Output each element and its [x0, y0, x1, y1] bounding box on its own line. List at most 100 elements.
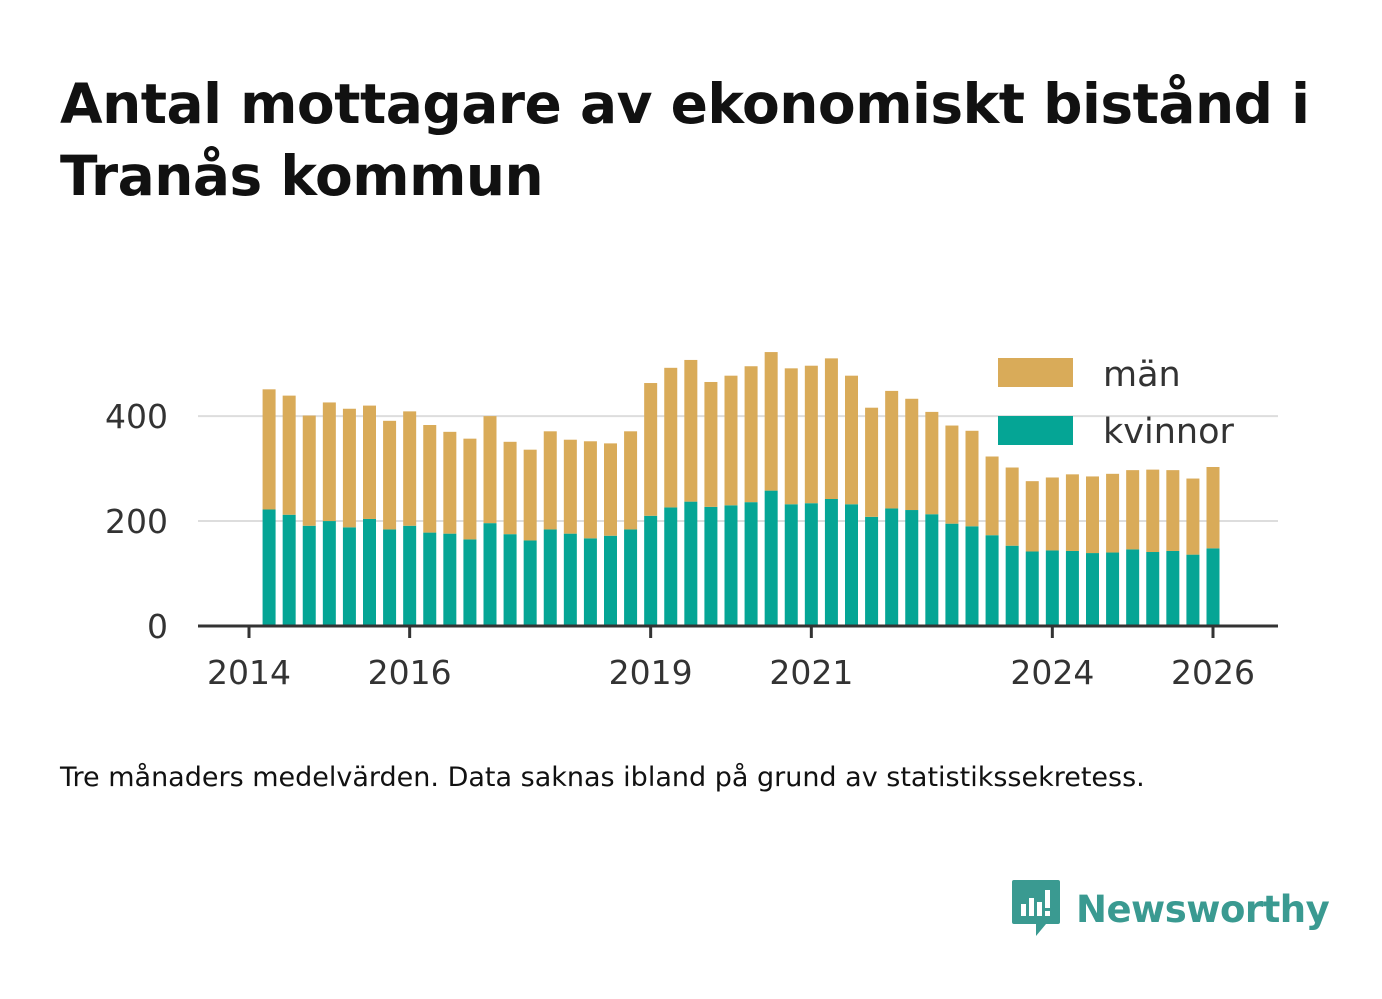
x-tick-label-2026: 2026 — [1171, 653, 1255, 692]
bar-man-42 — [1106, 473, 1120, 553]
bar-kvinnor-23 — [724, 505, 738, 626]
bar-man-35 — [965, 430, 979, 527]
bar-man-8 — [423, 425, 437, 533]
bar-man-27 — [804, 365, 818, 504]
bar-kvinnor-30 — [865, 516, 879, 626]
x-tick-label-2024: 2024 — [1010, 653, 1094, 692]
bar-man-47 — [1206, 466, 1220, 549]
y-tick-label-400: 400 — [105, 397, 168, 436]
bar-man-29 — [845, 375, 858, 505]
bar-man-24 — [744, 366, 758, 503]
bar-man-15 — [563, 439, 577, 534]
bar-kvinnor-13 — [523, 540, 537, 626]
bar-kvinnor-22 — [704, 506, 718, 626]
bar-man-23 — [724, 375, 738, 506]
bar-kvinnor-42 — [1106, 552, 1120, 626]
bar-man-18 — [624, 431, 638, 530]
bar-kvinnor-5 — [363, 518, 376, 626]
bar-man-25 — [764, 352, 778, 491]
bar-kvinnor-19 — [644, 515, 658, 626]
bar-kvinnor-7 — [403, 525, 417, 626]
bar-kvinnor-10 — [463, 539, 477, 626]
bar-group — [262, 352, 1220, 626]
legend-swatch-kvinnor — [998, 416, 1073, 445]
bar-man-28 — [824, 358, 838, 500]
legend-swatch-man — [998, 358, 1073, 387]
bar-kvinnor-16 — [583, 538, 597, 626]
bar-kvinnor-36 — [985, 535, 999, 626]
bar-kvinnor-9 — [443, 533, 457, 626]
bar-kvinnor-17 — [604, 535, 617, 626]
bar-man-33 — [925, 411, 939, 515]
bar-kvinnor-35 — [965, 526, 979, 626]
bar-man-3 — [322, 402, 336, 522]
bar-man-26 — [784, 368, 798, 505]
x-tick-label-2014: 2014 — [207, 653, 291, 692]
bar-man-11 — [483, 416, 497, 524]
bar-man-46 — [1186, 478, 1200, 555]
bar-kvinnor-11 — [483, 523, 497, 626]
bar-man-41 — [1086, 476, 1099, 554]
legend-label-man: män — [1103, 355, 1181, 395]
bar-man-45 — [1166, 470, 1180, 551]
bar-kvinnor-43 — [1126, 549, 1140, 626]
bar-kvinnor-18 — [624, 529, 638, 626]
bar-kvinnor-33 — [925, 514, 939, 626]
axes: 0 200 400 2014 2016 2019 2021 2024 2026 — [105, 397, 1278, 692]
bar-kvinnor-37 — [1005, 545, 1019, 626]
x-tick-label-2021: 2021 — [769, 653, 853, 692]
bar-man-17 — [604, 443, 617, 536]
x-tick-label-2019: 2019 — [609, 653, 693, 692]
bar-kvinnor-29 — [845, 504, 858, 626]
bar-kvinnor-15 — [563, 533, 577, 626]
brand-logo: Newsworthy — [1010, 878, 1330, 940]
x-tick-label-2016: 2016 — [368, 653, 452, 692]
bar-man-20 — [664, 367, 678, 508]
bar-man-12 — [503, 441, 517, 535]
bar-kvinnor-44 — [1146, 552, 1160, 626]
bar-kvinnor-34 — [945, 523, 959, 626]
bar-kvinnor-8 — [423, 532, 437, 626]
y-tick-label-200: 200 — [105, 502, 168, 541]
bar-man-0 — [262, 389, 276, 510]
bar-man-40 — [1065, 474, 1079, 551]
bar-man-39 — [1045, 477, 1059, 551]
bar-man-30 — [865, 407, 879, 517]
bar-man-14 — [543, 431, 557, 530]
bar-kvinnor-28 — [824, 499, 838, 626]
y-tick-label-0: 0 — [147, 607, 168, 646]
brand-name: Newsworthy — [1076, 887, 1330, 931]
bar-man-1 — [282, 395, 296, 515]
bar-man-22 — [704, 381, 718, 507]
bar-man-13 — [523, 449, 537, 541]
legend: män kvinnor — [998, 355, 1234, 452]
bar-kvinnor-27 — [804, 503, 818, 626]
bar-man-31 — [885, 390, 899, 509]
bar-man-32 — [905, 398, 919, 511]
bar-man-44 — [1146, 469, 1160, 553]
bar-man-37 — [1005, 467, 1019, 546]
bar-kvinnor-24 — [744, 502, 758, 626]
bar-man-43 — [1126, 470, 1140, 550]
newsworthy-logo-icon — [1012, 880, 1060, 936]
bar-kvinnor-38 — [1025, 551, 1039, 626]
bar-kvinnor-31 — [885, 508, 899, 626]
bar-kvinnor-6 — [383, 529, 397, 626]
bar-kvinnor-45 — [1166, 550, 1180, 626]
bar-kvinnor-32 — [905, 510, 919, 626]
bar-man-19 — [644, 383, 658, 516]
bar-man-9 — [443, 431, 457, 534]
bar-man-38 — [1025, 481, 1039, 552]
bar-man-21 — [684, 359, 698, 502]
bar-man-10 — [463, 438, 477, 540]
bar-kvinnor-26 — [784, 504, 798, 626]
bar-kvinnor-0 — [262, 509, 276, 626]
bar-kvinnor-4 — [342, 527, 356, 626]
bar-kvinnor-14 — [543, 529, 557, 626]
bar-man-4 — [342, 408, 356, 528]
bar-kvinnor-46 — [1186, 554, 1200, 626]
chart-title: Antal mottagare av ekonomiskt bistånd i … — [60, 72, 1310, 208]
bar-man-36 — [985, 456, 999, 536]
bar-kvinnor-3 — [322, 521, 336, 626]
